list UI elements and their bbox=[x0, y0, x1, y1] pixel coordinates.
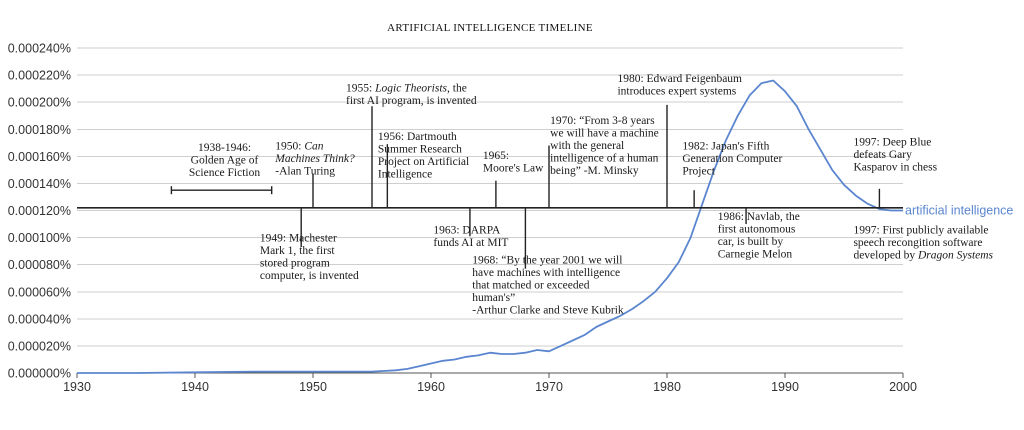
event-label-line: computer, is invented bbox=[260, 270, 359, 282]
event-label-line: 1968: “By the year 2001 we will bbox=[472, 254, 622, 266]
event-label-line: that matched or exceeded bbox=[472, 279, 589, 291]
event-label-line: Project on Artificial bbox=[378, 156, 469, 168]
event-label-line: 1997: First publicly available bbox=[853, 225, 988, 237]
timeline-event-1965: 1965:Moore's Law bbox=[483, 150, 544, 208]
event-label-line: defeats Gary bbox=[853, 149, 912, 161]
event-label-line: 1955: Logic Theorists, the bbox=[346, 82, 467, 94]
chart-title: ARTIFICIAL INTELLIGENCE TIMELINE bbox=[387, 22, 593, 34]
axis-layer: 0.000000% 0.000020% 0.000040% 0.000060% 0.00… bbox=[8, 42, 917, 395]
x-tick-label: 1980 bbox=[653, 380, 681, 394]
event-label-line: 1980: Edward Feigenbaum bbox=[617, 73, 742, 85]
event-label-line: stored program bbox=[260, 258, 330, 270]
y-tick-label: 0.000040% bbox=[8, 312, 71, 326]
x-tick-label: 2000 bbox=[889, 380, 917, 394]
event-label-line: funds AI at MIT bbox=[433, 237, 508, 249]
event-label-line: human's” bbox=[472, 292, 515, 304]
y-tick-label: 0.000180% bbox=[8, 123, 71, 137]
x-tick-label: 1990 bbox=[771, 380, 799, 394]
y-tick-label: 0.000060% bbox=[8, 285, 71, 299]
event-label-line: intelligence of a human bbox=[550, 152, 659, 164]
event-label-line: 1997: Deep Blue bbox=[853, 137, 931, 149]
y-tick-label: 0.000160% bbox=[8, 150, 71, 164]
event-label-line: first autonomous bbox=[718, 223, 796, 235]
event-label-line: first AI program, is invented bbox=[346, 95, 477, 107]
event-label-line: have machines with intelligence bbox=[472, 267, 620, 279]
x-tick-label: 1940 bbox=[181, 380, 209, 394]
event-label-line: Moore's Law bbox=[483, 163, 544, 175]
event-label-line: 1956: Dartmouth bbox=[378, 131, 457, 143]
event-label-line: developed by Dragon Systems bbox=[853, 250, 993, 262]
y-tick-label: 0.000240% bbox=[8, 42, 71, 56]
event-label-line: Carnegie Melon bbox=[718, 248, 793, 260]
y-tick-label: 0.000200% bbox=[8, 96, 71, 110]
series-layer: artificial intelligence bbox=[77, 79, 1013, 374]
event-label-line: 1949: Machester bbox=[260, 233, 337, 245]
x-tick-label: 1950 bbox=[299, 380, 327, 394]
y-tick-label: 0.000000% bbox=[8, 367, 71, 381]
event-label-line: -Arthur Clarke and Steve Kubrik bbox=[472, 304, 624, 316]
event-label-line: Intelligence bbox=[378, 169, 432, 181]
event-label-line: introduces expert systems bbox=[617, 85, 736, 97]
y-tick-label: 0.000020% bbox=[8, 339, 71, 353]
y-tick-label: 0.000140% bbox=[8, 177, 71, 191]
event-label-line: 1986: Navlab, the bbox=[718, 211, 800, 223]
x-tick-label: 1970 bbox=[535, 380, 563, 394]
event-label-line: Summer Research bbox=[378, 144, 462, 156]
event-label-line: Golden Age of bbox=[191, 154, 259, 166]
event-label-line: with the general bbox=[550, 140, 624, 152]
event-label-line: car, is built by bbox=[718, 236, 784, 248]
event-label-line: 1965: bbox=[483, 150, 509, 162]
event-label-line: 1982: Japan's Fifth bbox=[682, 141, 769, 153]
event-label-line: 1938-1946: bbox=[198, 142, 251, 154]
series-line-artificial-intelligence bbox=[77, 79, 903, 374]
event-label-line: -Alan Turing bbox=[275, 166, 335, 178]
y-tick-label: 0.000080% bbox=[8, 258, 71, 272]
x-tick-label: 1960 bbox=[417, 380, 445, 394]
grid-layer bbox=[77, 47, 903, 347]
x-tick-label: 1930 bbox=[63, 380, 91, 394]
event-label-line: we will have a machine bbox=[550, 127, 659, 139]
event-label-line: Mark 1, the first bbox=[260, 245, 336, 257]
event-label-line: Science Fiction bbox=[189, 167, 260, 179]
y-tick-label: 0.000120% bbox=[8, 204, 71, 218]
event-label-line: 1950: Can bbox=[275, 141, 323, 153]
event-label-line: Machines Think? bbox=[274, 153, 355, 165]
event-label-line: being” -M. Minsky bbox=[550, 165, 639, 177]
series-label: artificial intelligence bbox=[905, 204, 1013, 218]
event-label-line: Kasparov in chess bbox=[853, 162, 937, 174]
event-label-line: Project bbox=[682, 166, 715, 178]
event-label-line: speech recongition software bbox=[853, 237, 982, 249]
y-tick-label: 0.000220% bbox=[8, 69, 71, 83]
event-label-line: 1970: “From 3-8 years bbox=[550, 115, 655, 127]
event-label-line: Generation Computer bbox=[682, 153, 782, 165]
y-tick-label: 0.000100% bbox=[8, 231, 71, 245]
event-label-line: 1963: DARPA bbox=[433, 225, 501, 237]
